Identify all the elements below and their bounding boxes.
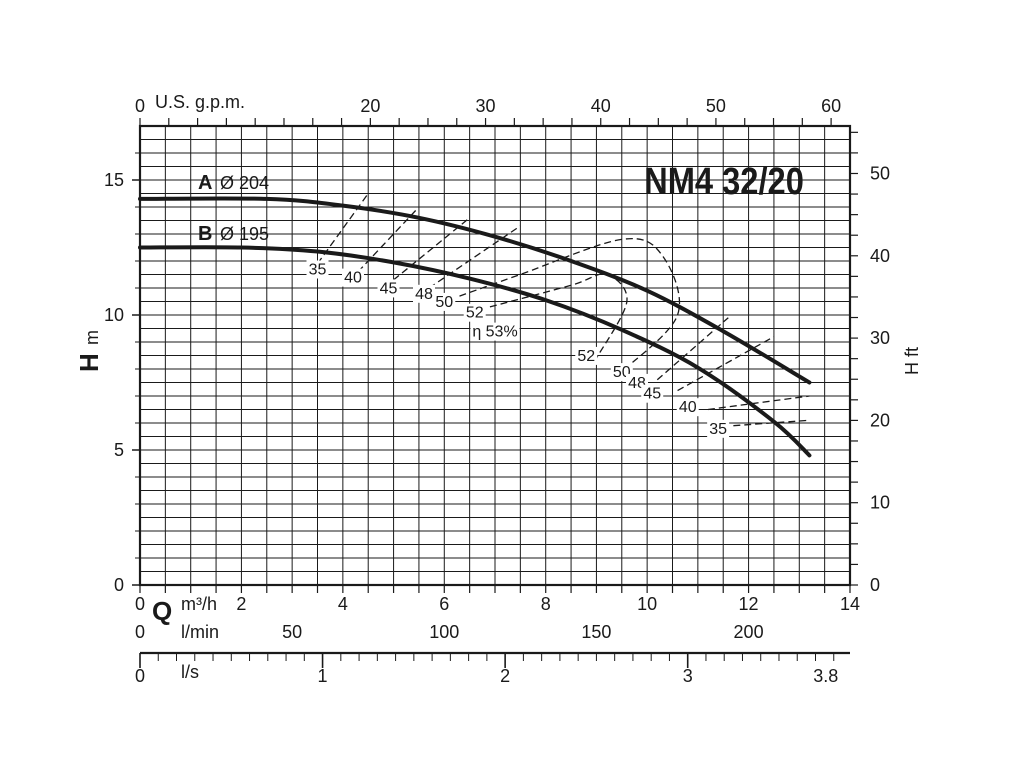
ls-tick-label: 3 — [683, 666, 693, 686]
efficiency-label-bg — [377, 279, 400, 298]
curve-b-letter: B — [198, 223, 212, 245]
curve-b-diameter: Ø 195 — [220, 224, 269, 244]
efficiency-label: 40 — [344, 270, 362, 287]
curve-b — [138, 245, 812, 458]
curve-a-diameter: Ø 204 — [220, 173, 269, 193]
curve-a-letter: A — [198, 172, 212, 194]
efficiency-label-bg — [707, 419, 730, 438]
efficiency-curve-48 — [428, 225, 521, 289]
m3h-tick-label: 0 — [135, 594, 145, 614]
efficiency-curves — [316, 193, 810, 427]
efficiency-label: 40 — [679, 399, 697, 416]
efficiency-label-bg — [413, 284, 435, 303]
efficiency-label-bg — [641, 384, 664, 403]
gpm-tick-label: 40 — [591, 96, 611, 116]
efficiency-label-bg — [575, 346, 598, 365]
h-axis-unit: m — [82, 330, 102, 345]
m3h-tick-label: 10 — [637, 594, 657, 614]
efficiency-label-bg — [470, 322, 520, 341]
h-ft-tick-label: 30 — [870, 328, 890, 348]
m3h-tick-label: 6 — [439, 594, 449, 614]
h-m-tick-label: 5 — [114, 440, 124, 460]
efficiency-curve-45 — [677, 336, 775, 392]
m3h-tick-label: 2 — [236, 594, 246, 614]
efficiency-curve-50 — [459, 238, 681, 373]
gpm-tick-label: 0 — [135, 96, 145, 116]
efficiency-curve-40 — [357, 206, 420, 273]
h-ft-tick-label: 10 — [870, 493, 890, 513]
ls-tick-label: 1 — [318, 666, 328, 686]
efficiency-curve-45 — [393, 217, 471, 281]
pump-curves — [138, 196, 812, 458]
efficiency-curve-35 — [733, 419, 810, 427]
efficiency-label: 52 — [577, 348, 595, 365]
hft-axis-label: H ft — [902, 347, 922, 375]
h-ft-tick-label: 0 — [870, 575, 880, 595]
efficiency-curve-35 — [316, 193, 369, 265]
m3h-tick-label: 8 — [541, 594, 551, 614]
efficiency-label-bg — [433, 292, 456, 311]
lmin-tick-label: 200 — [734, 622, 764, 642]
efficiency-label: 52 — [466, 305, 484, 322]
efficiency-label-bg — [342, 268, 364, 287]
gpm-tick-label: 20 — [360, 96, 380, 116]
gpm-tick-label: 50 — [706, 96, 726, 116]
m3h-tick-label: 12 — [739, 594, 759, 614]
h-ft-tick-label: 40 — [870, 246, 890, 266]
gpm-tick-label: 30 — [476, 96, 496, 116]
ls-tick-label: 0 — [135, 666, 145, 686]
ls-tick-label: 3.8 — [813, 666, 838, 686]
m3h-tick-label: 4 — [338, 594, 348, 614]
m3h-axis-unit: m³/h — [181, 594, 217, 614]
gpm-axis-unit: U.S. g.p.m. — [155, 92, 245, 112]
h-axis-label: H — [74, 353, 104, 372]
efficiency-label-bg — [463, 303, 486, 322]
ls-axis-unit: l/s — [181, 662, 199, 682]
efficiency-label: 50 — [435, 294, 453, 311]
lmin-tick-label: 50 — [282, 622, 302, 642]
lmin-tick-label: 150 — [581, 622, 611, 642]
m3h-tick-label: 14 — [840, 594, 860, 614]
gpm-tick-label: 60 — [821, 96, 841, 116]
efficiency-label: 35 — [709, 421, 727, 438]
h-m-tick-label: 15 — [104, 170, 124, 190]
lmin-axis-unit: l/min — [181, 622, 219, 642]
efficiency-label-bg — [676, 398, 699, 417]
h-ft-tick-label: 50 — [870, 163, 890, 183]
curve-a — [138, 196, 812, 385]
h-ft-tick-label: 20 — [870, 410, 890, 430]
efficiency-label: 45 — [380, 280, 398, 297]
q-axis-label: Q — [152, 596, 172, 626]
grid — [140, 126, 850, 585]
efficiency-label-bg — [306, 260, 329, 279]
ls-tick-label: 2 — [500, 666, 510, 686]
lmin-tick-label: 100 — [429, 622, 459, 642]
efficiency-curve-48 — [656, 317, 729, 381]
h-m-tick-label: 10 — [104, 305, 124, 325]
efficiency-curve-52 — [489, 273, 628, 359]
efficiency-label: 45 — [643, 386, 661, 403]
efficiency-label: 48 — [415, 286, 433, 303]
h-m-tick-label: 0 — [114, 575, 124, 595]
chart-title: NM4 32/20 — [644, 160, 804, 203]
efficiency-label: 35 — [309, 262, 327, 279]
lmin-tick-label: 0 — [135, 622, 145, 642]
efficiency-label: η 53% — [472, 324, 517, 341]
